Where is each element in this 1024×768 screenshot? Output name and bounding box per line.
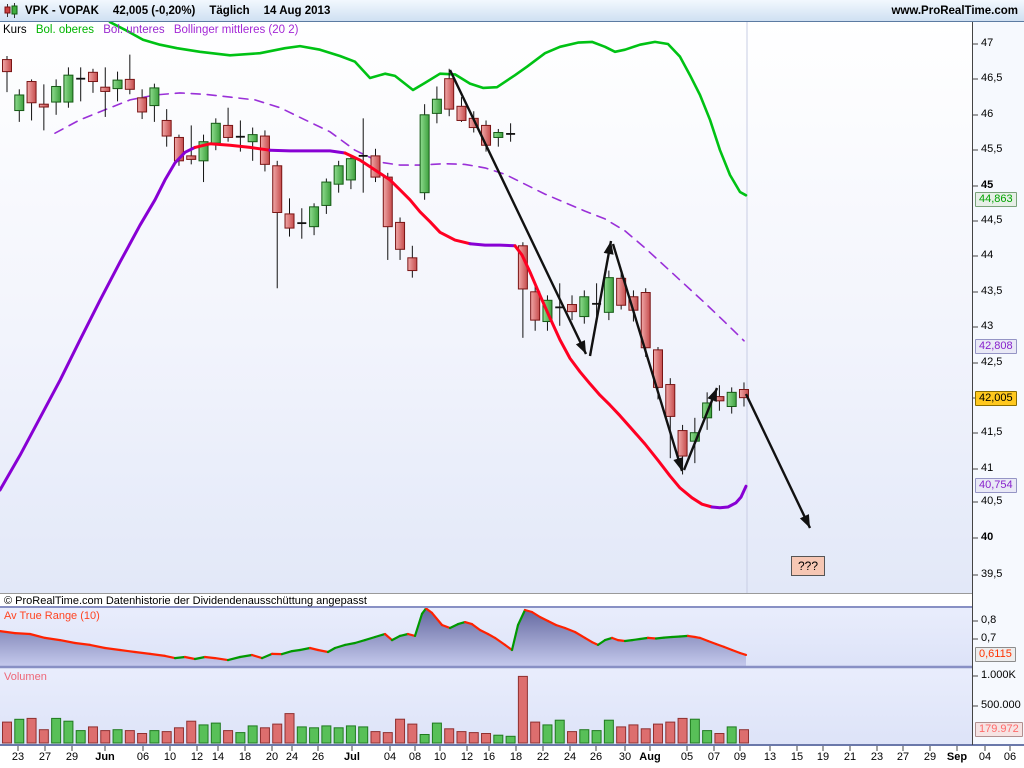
date-tick-label: 07: [707, 751, 721, 763]
date-tick-label: 04: [383, 751, 397, 763]
date-tick-label: 24: [563, 751, 577, 763]
date-tick-label: 06: [1003, 751, 1017, 763]
date-tick-label: 09: [733, 751, 747, 763]
price-tick-label: 40: [981, 531, 994, 543]
date-tick-label: 23: [11, 751, 25, 763]
date-tick-label: 27: [38, 751, 52, 763]
date-tick-label: 06: [136, 751, 150, 763]
price-tick-label: 40,5: [981, 495, 1003, 507]
date-tick-label: 23: [870, 751, 884, 763]
date-tick-label: 13: [763, 751, 777, 763]
date-tick-label: 20: [265, 751, 279, 763]
price-tick-label: 45,5: [981, 143, 1003, 155]
date-tick-label: 15: [790, 751, 804, 763]
price-tick-label: 44,5: [981, 214, 1003, 226]
atr-tick-label: 0,8: [981, 614, 997, 626]
atr-tick-label: 0,7: [981, 632, 997, 644]
upper-band-value-box: 44,863: [975, 192, 1017, 207]
price-tick-label: 42,5: [981, 356, 1003, 368]
question-annotation: ???: [791, 556, 826, 576]
legend-bollinger-middle[interactable]: Bollinger mittleres (20 2): [173, 24, 299, 36]
date-tick-label: 21: [843, 751, 857, 763]
title-bar: VPK - VOPAK 42,005 (-0,20%) Täglich 14 A…: [0, 0, 1024, 22]
month-tick-label: Aug: [639, 751, 661, 763]
date-tick-label: 22: [536, 751, 550, 763]
website-label: www.ProRealTime.com: [891, 4, 1018, 17]
date-tick-label: 12: [460, 751, 474, 763]
date-tick-label: 26: [589, 751, 603, 763]
date-tick-label: 19: [816, 751, 830, 763]
last-price-label: 42,005 (-0,20%): [112, 4, 196, 17]
price-tick-label: 41: [981, 462, 994, 474]
date-tick-label: 18: [509, 751, 523, 763]
date-tick-label: 05: [680, 751, 694, 763]
date-tick-label: 29: [923, 751, 937, 763]
date-tick-label: 14: [211, 751, 225, 763]
volume-indicator-label[interactable]: Volumen: [4, 671, 47, 683]
price-tick-label: 41,5: [981, 426, 1003, 438]
date-tick-label: 26: [311, 751, 325, 763]
volume-tick-label: 1.000K: [981, 669, 1016, 681]
date-tick-label: 18: [238, 751, 252, 763]
date-tick-label: 04: [978, 751, 992, 763]
price-tick-label: 43,5: [981, 285, 1003, 297]
month-tick-label: Jul: [344, 751, 360, 763]
copyright-note: © ProRealTime.com Datenhistorie der Divi…: [4, 595, 367, 607]
atr-value-box: 0,6115: [975, 647, 1016, 662]
legend-bollinger-lower[interactable]: Bol. unteres: [103, 24, 165, 36]
legend-kurs[interactable]: Kurs: [3, 24, 27, 36]
month-tick-label: Sep: [946, 751, 968, 763]
date-tick-label: 12: [190, 751, 204, 763]
symbol-label: VPK - VOPAK: [25, 4, 99, 17]
date-tick-label: 10: [433, 751, 447, 763]
date-tick-label: 10: [163, 751, 177, 763]
candlestick-icon: [4, 3, 19, 18]
chart-legend: Kurs Bol. oberes Bol. unteres Bollinger …: [3, 24, 304, 36]
volume-value-box: 179.972: [975, 722, 1023, 737]
price-tick-label: 46,5: [981, 72, 1003, 84]
month-tick-label: Jun: [95, 751, 115, 763]
last-price-value-box: 42,005: [975, 391, 1017, 406]
date-label: 14 Aug 2013: [263, 4, 331, 17]
price-tick-label: 47: [981, 37, 994, 49]
timeframe-label[interactable]: Täglich: [209, 4, 250, 17]
date-tick-label: 27: [896, 751, 910, 763]
price-tick-label: 46: [981, 108, 994, 120]
date-tick-label: 24: [285, 751, 299, 763]
legend-bollinger-upper[interactable]: Bol. oberes: [35, 24, 95, 36]
date-tick-label: 08: [408, 751, 422, 763]
band-value-box: 40,754: [975, 478, 1017, 493]
volume-tick-label: 500.000: [981, 699, 1021, 711]
date-tick-label: 30: [618, 751, 632, 763]
date-tick-label: 16: [482, 751, 496, 763]
band-value-box: 42,808: [975, 339, 1017, 354]
price-tick-label: 44: [981, 249, 994, 261]
date-tick-label: 29: [65, 751, 79, 763]
atr-indicator-label[interactable]: Av True Range (10): [4, 610, 100, 622]
price-tick-label: 45: [981, 179, 994, 191]
price-tick-label: 39,5: [981, 568, 1003, 580]
price-tick-label: 43: [981, 320, 994, 332]
